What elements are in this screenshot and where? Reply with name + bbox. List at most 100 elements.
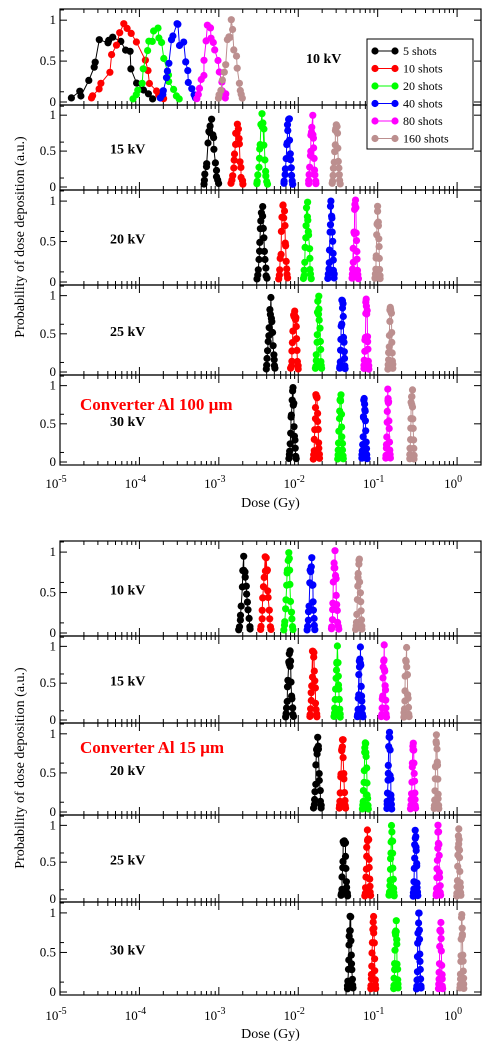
- x-tick-exponent: -3: [217, 474, 225, 485]
- data-point: [311, 626, 319, 634]
- data-point: [392, 928, 400, 936]
- data-point: [317, 801, 325, 809]
- data-point: [180, 38, 188, 46]
- data-point: [314, 745, 322, 753]
- data-point: [271, 364, 279, 372]
- converter-label: Converter Al 100 µm: [80, 395, 233, 414]
- x-tick-base: 10: [45, 476, 58, 491]
- data-point: [370, 939, 378, 947]
- data-point: [286, 150, 294, 158]
- data-point: [412, 846, 420, 855]
- series-20-shots: [385, 821, 398, 900]
- data-point: [311, 699, 320, 707]
- legend-entry: 160 shots: [403, 132, 449, 146]
- data-point: [91, 58, 99, 66]
- data-point: [342, 878, 350, 886]
- data-point: [302, 222, 310, 230]
- data-point: [387, 821, 396, 830]
- data-point: [331, 547, 339, 555]
- data-point: [163, 67, 171, 75]
- y-tick-label: 1: [50, 288, 57, 303]
- data-point: [437, 891, 445, 899]
- data-point: [455, 835, 463, 844]
- data-point: [379, 674, 387, 682]
- data-point: [268, 318, 276, 326]
- data-point: [335, 164, 343, 172]
- data-point: [365, 365, 373, 373]
- data-point: [236, 611, 245, 619]
- data-point: [127, 29, 135, 37]
- data-point: [237, 602, 245, 610]
- data-point: [408, 386, 417, 394]
- data-point: [235, 79, 243, 87]
- data-point: [365, 855, 373, 863]
- series-40-shots: [409, 826, 422, 900]
- legend-entry: 20 shots: [403, 79, 443, 93]
- data-point: [381, 686, 390, 694]
- data-point: [328, 228, 336, 236]
- x-tick-base: 10: [284, 1008, 297, 1023]
- data-point: [264, 337, 272, 346]
- data-point: [316, 337, 324, 346]
- data-point: [329, 164, 337, 172]
- data-point: [292, 335, 301, 343]
- data-point: [242, 582, 250, 590]
- legend-entry: 5 shots: [403, 44, 437, 58]
- series-5-shots: [285, 384, 300, 463]
- data-point: [364, 794, 372, 803]
- y-tick-label: 1: [50, 193, 57, 208]
- data-point: [158, 38, 166, 47]
- data-point: [195, 84, 204, 92]
- data-point: [288, 615, 296, 623]
- data-point: [290, 423, 298, 431]
- data-point: [97, 79, 105, 87]
- data-point: [304, 616, 312, 624]
- data-point: [346, 927, 354, 935]
- x-tick-base: 10: [204, 1008, 217, 1023]
- data-point: [277, 227, 285, 235]
- data-point: [334, 672, 342, 680]
- data-point: [304, 216, 312, 224]
- data-point: [415, 909, 423, 917]
- data-point: [363, 764, 371, 772]
- data-point: [314, 425, 322, 433]
- data-point: [144, 47, 152, 55]
- data-point: [235, 135, 243, 143]
- data-point: [307, 563, 315, 571]
- data-point: [334, 157, 342, 165]
- series-40-shots: [383, 728, 396, 813]
- data-point: [412, 804, 420, 812]
- data-point: [385, 398, 393, 406]
- data-point: [230, 156, 238, 164]
- data-point: [432, 731, 440, 739]
- data-point: [381, 667, 389, 675]
- y-tick-label: 1: [50, 107, 57, 122]
- data-point: [315, 316, 323, 324]
- data-point: [282, 605, 290, 613]
- data-point: [384, 761, 392, 770]
- data-point: [361, 407, 369, 415]
- data-point: [291, 436, 299, 444]
- data-point: [370, 924, 378, 932]
- y-tick-label: 0: [50, 364, 57, 379]
- data-point: [361, 417, 369, 425]
- data-point: [371, 976, 379, 984]
- series-80-shots: [434, 918, 447, 993]
- series-20-shots: [390, 917, 402, 993]
- data-point: [264, 347, 272, 355]
- data-point: [413, 862, 421, 870]
- x-tick-exponent: -1: [376, 474, 384, 485]
- x-tick-base: 10: [125, 476, 138, 491]
- data-point: [339, 754, 347, 762]
- data-point: [415, 935, 424, 943]
- data-point: [368, 949, 376, 957]
- data-point: [188, 85, 196, 93]
- data-point: [283, 265, 291, 273]
- data-point: [287, 678, 295, 686]
- data-point: [347, 951, 355, 959]
- data-point: [339, 300, 347, 308]
- data-point: [362, 752, 370, 761]
- data-point: [301, 258, 309, 266]
- data-point: [133, 79, 141, 87]
- data-point: [260, 141, 268, 149]
